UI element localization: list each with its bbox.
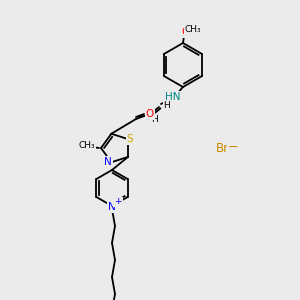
Text: HN: HN	[165, 92, 181, 102]
Text: Br: Br	[215, 142, 229, 154]
Text: H: H	[164, 101, 170, 110]
Text: O: O	[181, 27, 189, 37]
Text: S: S	[127, 134, 134, 144]
Text: H: H	[151, 115, 158, 124]
Text: −: −	[228, 140, 238, 154]
Text: CH₃: CH₃	[185, 26, 201, 34]
Text: +: +	[114, 197, 122, 206]
Text: O: O	[146, 109, 154, 119]
Text: N: N	[104, 157, 112, 167]
Text: N: N	[108, 202, 116, 212]
Text: CH₃: CH₃	[79, 142, 95, 151]
